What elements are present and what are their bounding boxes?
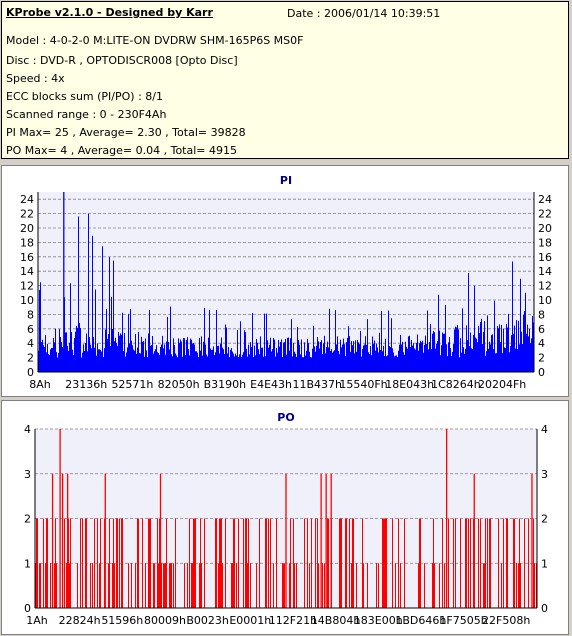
info-panel: KProbe v2.1.0 - Designed by Karr Date : … (1, 1, 569, 159)
y-tick-label-left: 4 (24, 423, 31, 436)
x-tick-label: 8Ah (29, 378, 51, 391)
y-tick-label-right: 0 (538, 366, 545, 379)
y-tick-label-right: 8 (538, 308, 545, 321)
series-bars (35, 429, 537, 608)
x-tick-label: 183E00h (354, 614, 403, 627)
y-tick-label-right: 3 (541, 468, 548, 481)
y-tick-label-left: 6 (27, 323, 34, 336)
disc-line: Disc : DVD-R , OPTODISCR008 [Opto Disc] (6, 54, 238, 67)
y-tick-label-left: 0 (24, 602, 31, 615)
x-tick-label: 82050h (158, 378, 200, 391)
y-tick-label-right: 2 (541, 513, 548, 526)
x-tick-label: B3190h (204, 378, 247, 391)
x-tick-label: 112F21h (269, 614, 317, 627)
x-tick-label: 1F7505h (439, 614, 487, 627)
po-chart-panel: PO 0 0 1 1 2 2 3 3 4 4 1Ah 22824h 51596h 80009h B0023h E… (1, 400, 569, 635)
x-tick-label: 1BD646h (395, 614, 446, 627)
po-summary-line: PO Max= 4 , Average= 0.04 , Total= 4915 (6, 144, 237, 157)
y-tick-label-right: 16 (538, 251, 552, 264)
y-tick-label-right: 22 (538, 208, 552, 221)
x-tick-label: 1Ah (26, 614, 48, 627)
y-tick-label-right: 20 (538, 222, 552, 235)
y-tick-label-left: 10 (20, 294, 34, 307)
chart-title: PO (277, 411, 294, 424)
y-tick-label-right: 2 (538, 352, 545, 365)
y-tick-label-right: 1 (541, 557, 548, 570)
series-bars (38, 192, 534, 372)
y-tick-label-left: 1 (24, 557, 31, 570)
model-line: Model : 4-0-2-0 M:LITE-ON DVDRW SHM-165P… (6, 34, 304, 47)
x-tick-label: 51596h (101, 614, 143, 627)
y-tick-label-right: 4 (538, 337, 545, 350)
y-tick-label-left: 18 (20, 236, 34, 249)
y-tick-label-left: 8 (27, 308, 34, 321)
y-tick-label-right: 24 (538, 193, 552, 206)
x-tick-label: 22F508h (482, 614, 530, 627)
y-tick-label-left: 3 (24, 468, 31, 481)
po-chart: PO 0 0 1 1 2 2 3 3 4 4 1Ah 22824h 51596h 80009h B0023h E… (24, 411, 548, 627)
x-tick-label: 52571h (111, 378, 153, 391)
x-tick-label: 14B804h (311, 614, 361, 627)
x-tick-label: B0023h (186, 614, 229, 627)
y-tick-label-left: 4 (27, 337, 34, 350)
ecc-line: ECC blocks sum (PI/PO) : 8/1 (6, 90, 163, 103)
x-tick-label: E0001h (229, 614, 271, 627)
y-tick-label-left: 12 (20, 280, 34, 293)
y-tick-label-left: 22 (20, 208, 34, 221)
y-tick-label-left: 24 (20, 193, 34, 206)
pi-summary-line: PI Max= 25 , Average= 2.30 , Total= 3982… (6, 126, 246, 139)
y-tick-label-right: 6 (538, 323, 545, 336)
pi-chart-panel: PI 0 0 2 2 4 4 6 6 8 8 10 10 12 12 14 14 16 16 18 18 20 20 22 22… (1, 165, 569, 397)
y-tick-label-right: 0 (541, 602, 548, 615)
scanned-range-line: Scanned range : 0 - 230F4Ah (6, 108, 167, 121)
y-tick-label-right: 12 (538, 280, 552, 293)
x-tick-label: 22824h (59, 614, 101, 627)
y-tick-label-left: 16 (20, 251, 34, 264)
y-tick-label-right: 10 (538, 294, 552, 307)
y-tick-label-right: 14 (538, 265, 552, 278)
y-tick-label-right: 4 (541, 423, 548, 436)
y-tick-label-right: 18 (538, 236, 552, 249)
y-tick-label-left: 0 (27, 366, 34, 379)
x-tick-label: 1C8264h (431, 378, 481, 391)
x-tick-label: 11B437h (293, 378, 343, 391)
x-tick-label: 20204Fh (478, 378, 526, 391)
y-tick-label-left: 20 (20, 222, 34, 235)
y-tick-label-left: 2 (27, 352, 34, 365)
x-tick-label: E4E43h (250, 378, 292, 391)
speed-line: Speed : 4x (6, 72, 65, 85)
app-title: KProbe v2.1.0 - Designed by Karr (6, 6, 213, 19)
y-tick-label-left: 2 (24, 513, 31, 526)
y-tick-label-left: 14 (20, 265, 34, 278)
x-tick-label: 23136h (65, 378, 107, 391)
scan-date: Date : 2006/01/14 10:39:51 (287, 7, 441, 20)
chart-title: PI (280, 174, 292, 187)
x-tick-label: 15540Fh (339, 378, 387, 391)
x-tick-label: 80009h (144, 614, 186, 627)
x-tick-label: 18E043h (385, 378, 434, 391)
